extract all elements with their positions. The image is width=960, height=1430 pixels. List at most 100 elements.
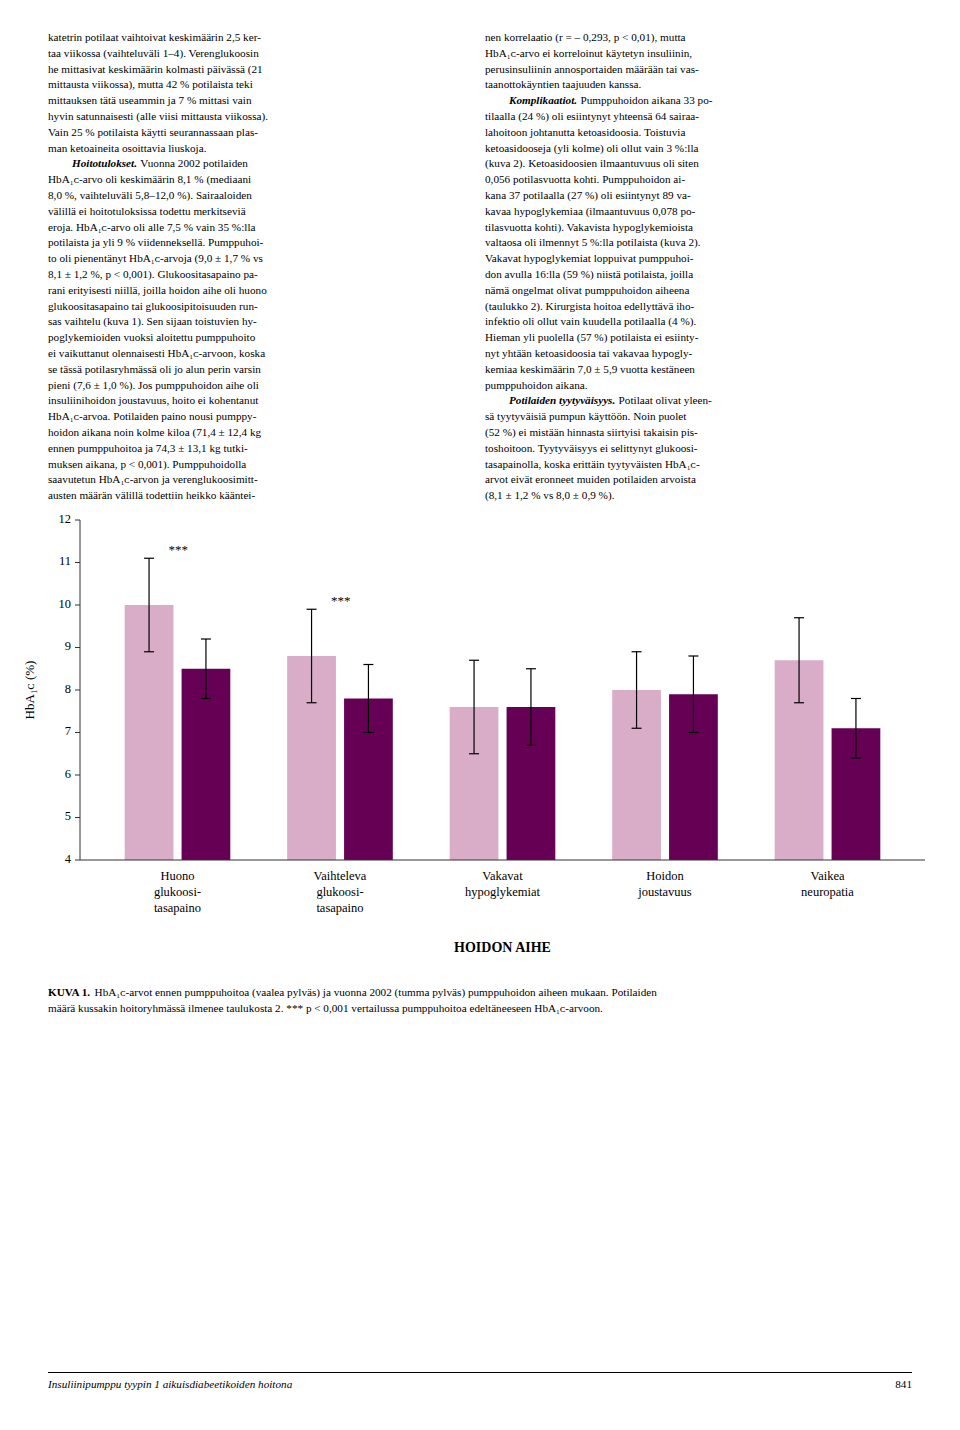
text-line: ei vaikuttanut olennaisesti HbA₁ᴄ-arvoon… bbox=[48, 346, 473, 362]
error-bar bbox=[144, 558, 154, 652]
text-line: pieni (7,6 ± 1,0 %). Jos pumppuhoidon ai… bbox=[48, 378, 473, 394]
text-run: Vuonna 2002 potilaiden bbox=[140, 157, 247, 169]
significance-label: *** bbox=[331, 593, 351, 608]
error-stem bbox=[798, 618, 799, 703]
section-heading: Hoitotulokset. bbox=[72, 157, 137, 169]
error-cap bbox=[201, 638, 211, 639]
text-line: kemiaa keskimäärin 7,0 ± 5,9 vuotta kest… bbox=[485, 362, 910, 378]
text-line: pumppuhoidon aikana. bbox=[485, 378, 910, 394]
plot-area bbox=[125, 558, 881, 860]
x-tick-label: Hoidonjoustavuus bbox=[637, 869, 692, 899]
x-axis-line bbox=[80, 860, 925, 861]
text-line: (kuva 2). Ketoasidoosien ilmaantuvuus ol… bbox=[485, 156, 910, 172]
error-bar bbox=[851, 699, 861, 759]
caption-label: KUVA 1. bbox=[48, 986, 90, 998]
error-cap bbox=[307, 609, 317, 610]
text-line: to oli pienentänyt HbA₁ᴄ-arvoja (9,0 ± 1… bbox=[48, 251, 473, 267]
text-line: (taulukko 2). Kirurgista hoitoa edellytt… bbox=[485, 299, 910, 315]
text-line: he mittasivat keskimäärin kolmasti päivä… bbox=[48, 62, 473, 78]
text-line: lahoitoon johtanutta ketoasidoosia. Tois… bbox=[485, 125, 910, 141]
text-line: katetrin potilaat vaihtoivat keskimäärin… bbox=[48, 30, 473, 46]
text-column: katetrin potilaat vaihtoivat keskimäärin… bbox=[48, 30, 473, 504]
error-cap bbox=[526, 745, 536, 746]
section-heading: Komplikaatiot. bbox=[509, 94, 577, 106]
text-line: 8,1 ± 1,2 %, p < 0,001). Glukoositasapai… bbox=[48, 267, 473, 283]
error-bar bbox=[794, 618, 804, 703]
y-tick-label: 7 bbox=[65, 724, 71, 738]
section-heading: Potilaiden tyytyväisyys. bbox=[509, 394, 615, 406]
error-cap bbox=[469, 753, 479, 754]
error-bar bbox=[526, 669, 536, 746]
text-column: nen korrelaatio (r = – 0,293, p < 0,01),… bbox=[485, 30, 910, 504]
x-tick-label: Vakavathypoglykemiat bbox=[465, 869, 541, 899]
error-stem bbox=[148, 558, 149, 652]
text-line: hyvin satunnaisesti (alle viisi mittaust… bbox=[48, 109, 473, 125]
text-line: tilasvuotta kohti). Vakavista hypoglykem… bbox=[485, 220, 910, 236]
error-stem bbox=[530, 669, 531, 746]
y-tick-label: 11 bbox=[59, 554, 71, 568]
y-tick bbox=[75, 775, 80, 776]
text-line: Vakavat hypoglykemiat loppuivat pumppuho… bbox=[485, 251, 910, 267]
error-cap bbox=[363, 732, 373, 733]
caption-text: määrä kussakin hoitoryhmässä ilmenee tau… bbox=[48, 1002, 603, 1014]
y-tick-label: 9 bbox=[65, 639, 71, 653]
text-line: infektio oli ollut vain kuudella potilaa… bbox=[485, 314, 910, 330]
error-bar bbox=[307, 609, 317, 703]
text-line: HbA₁ᴄ-arvo oli keskimäärin 8,1 % (mediaa… bbox=[48, 172, 473, 188]
x-tick-label: Vaikeaneuropatia bbox=[801, 869, 854, 899]
text-line: 8,0 %, vaihteluväli 5,8–12,0 %). Sairaal… bbox=[48, 188, 473, 204]
error-cap bbox=[632, 651, 642, 652]
text-line: Komplikaatiot.Pumppuhoidon aikana 33 po- bbox=[485, 93, 910, 109]
y-tick-label: 10 bbox=[59, 597, 72, 611]
error-cap bbox=[469, 660, 479, 661]
text-line: don avulla 16:lla (59 %) niistä potilais… bbox=[485, 267, 910, 283]
text-line: muksen aikana, p < 0,001). Pumppuhoidoll… bbox=[48, 457, 473, 473]
text-line: potilaista ja yli 9 % viidenneksellä. Pu… bbox=[48, 235, 473, 251]
text-line: Hoitotulokset.Vuonna 2002 potilaiden bbox=[48, 156, 473, 172]
text-line: se tässä potilasryhmässä oli jo alun per… bbox=[48, 362, 473, 378]
chart: ******456789101112HbA₁ᴄ (%)Huonoglukoosi… bbox=[0, 500, 960, 980]
text-line: saavutetun HbA₁ᴄ-arvon ja verenglukoosim… bbox=[48, 472, 473, 488]
text-line: (52 %) ei mistään hinnasta siirtyisi tak… bbox=[485, 425, 910, 441]
error-cap bbox=[526, 668, 536, 669]
error-stem bbox=[368, 665, 369, 733]
error-cap bbox=[688, 732, 698, 733]
text-line: austen määrän välillä todettiin heikko k… bbox=[48, 488, 473, 504]
text-line: ennen pumppuhoitoa ja 74,3 ± 13,1 kg tut… bbox=[48, 441, 473, 457]
y-tick-label: 8 bbox=[65, 682, 71, 696]
error-stem bbox=[311, 609, 312, 703]
error-bar bbox=[363, 665, 373, 733]
y-tick bbox=[75, 647, 80, 648]
error-stem bbox=[855, 699, 856, 759]
error-cap bbox=[632, 728, 642, 729]
footer-rule bbox=[48, 1372, 912, 1373]
text-line: tasapainolla, koska erittäin tyytyväiste… bbox=[485, 457, 910, 473]
y-tick-label: 5 bbox=[65, 809, 71, 823]
text-run: Potilaat olivat yleen- bbox=[619, 394, 712, 406]
text-line: arvot eivät eronneet muiden potilaiden a… bbox=[485, 472, 910, 488]
significance-label: *** bbox=[169, 542, 189, 557]
text-line: HbA₁ᴄ-arvo ei korreloinut käytetyn insul… bbox=[485, 46, 910, 62]
x-axis-label: HOIDON AIHE bbox=[454, 940, 551, 955]
text-line: HbA₁ᴄ-arvoa. Potilaiden paino nousi pump… bbox=[48, 409, 473, 425]
caption-line: KUVA 1.HbA₁ᴄ-arvot ennen pumppuhoitoa (v… bbox=[48, 985, 918, 1001]
error-cap bbox=[307, 702, 317, 703]
text-line: mittausta viikossa), mutta 42 % potilais… bbox=[48, 77, 473, 93]
text-run: Pumppuhoidon aikana 33 po- bbox=[580, 94, 712, 106]
error-bar bbox=[688, 656, 698, 733]
y-tick bbox=[75, 562, 80, 563]
y-tick bbox=[75, 690, 80, 691]
text-line: toshoitoon. Tyytyväisyys ei selittynyt g… bbox=[485, 441, 910, 457]
y-tick-label: 12 bbox=[59, 512, 72, 526]
text-line: rani erityisesti niillä, joilla hoidon a… bbox=[48, 283, 473, 299]
text-line: insuliinihoidon joustavuus, hoito ei koh… bbox=[48, 393, 473, 409]
caption: KUVA 1.HbA₁ᴄ-arvot ennen pumppuhoitoa (v… bbox=[48, 985, 918, 1017]
error-bar bbox=[469, 660, 479, 754]
error-stem bbox=[473, 660, 474, 754]
text-line: perusinsuliinin annosportaiden määrään t… bbox=[485, 62, 910, 78]
error-stem bbox=[636, 652, 637, 729]
text-line: eroja. HbA₁ᴄ-arvo oli alle 7,5 % vain 35… bbox=[48, 220, 473, 236]
y-axis-label: HbA₁ᴄ (%) bbox=[22, 661, 37, 720]
text-line: (8,1 ± 1,2 % vs 8,0 ± 0,9 %). bbox=[485, 488, 910, 504]
x-tick-label: Vaihtelevaglukoosi-tasapaino bbox=[314, 869, 367, 915]
